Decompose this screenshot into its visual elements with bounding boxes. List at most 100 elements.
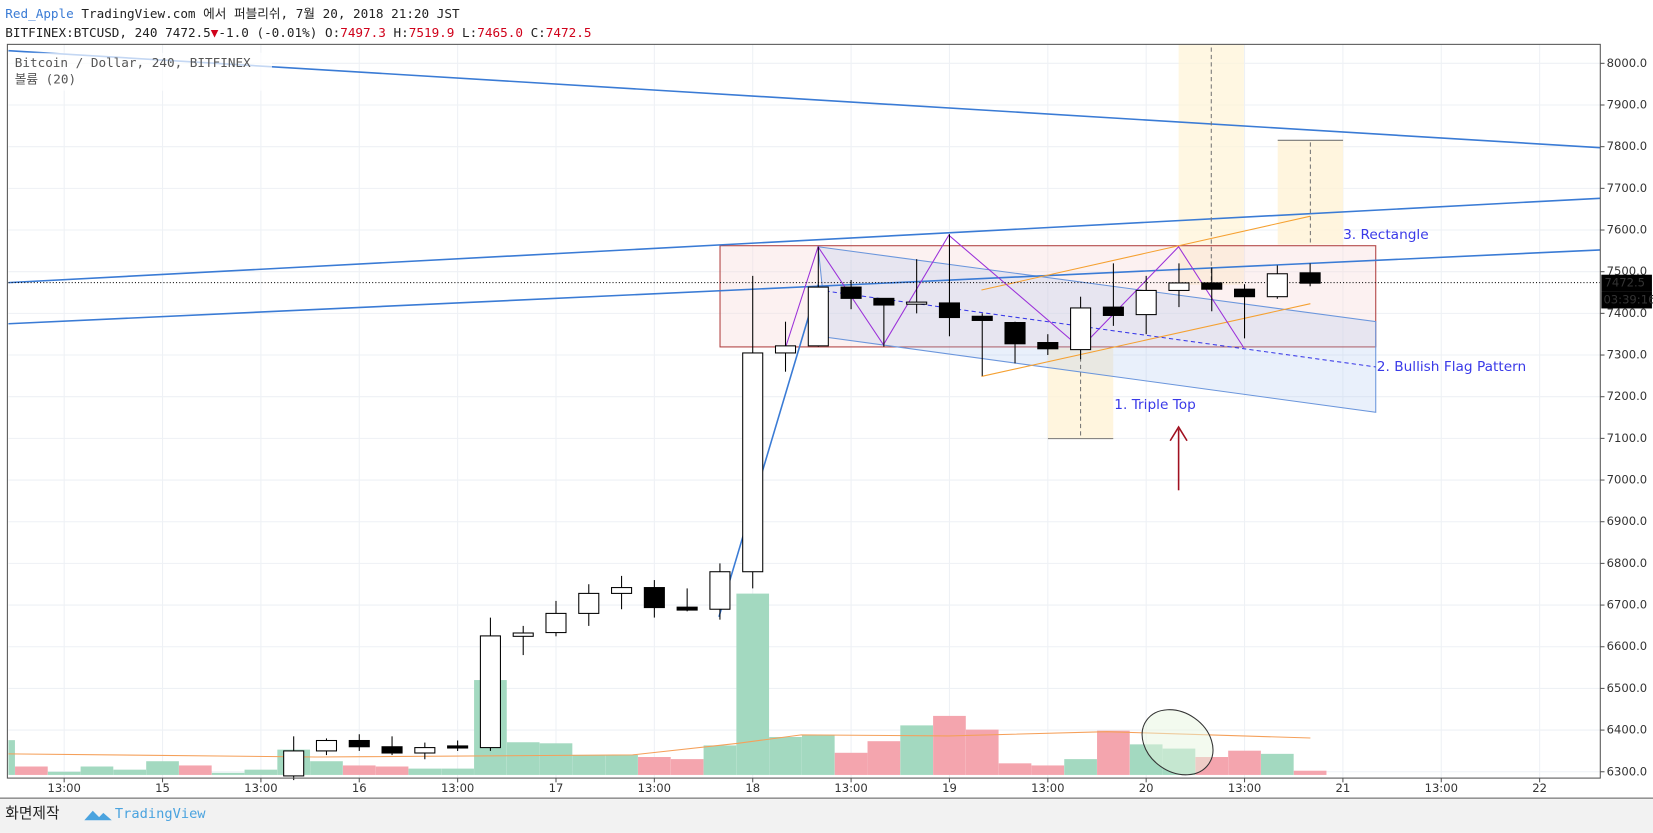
y-tick-label: 7600.0 [1607,223,1648,237]
volume-bar [1293,770,1327,775]
volume-bar [146,761,179,775]
x-tick-label: 13:00 [1228,781,1261,795]
candle-body [1102,306,1124,316]
footer-made: 화면제작 [5,805,60,822]
volume-bar [900,725,934,775]
price-tag [1601,274,1652,292]
l-label: L: [462,24,477,39]
user: Red_Apple [5,5,74,20]
countdown-bg [1601,291,1652,309]
annotation: 1. Triple Top [1114,397,1196,413]
symbol: BITFINEX:BTCUSD, 240 [5,24,157,39]
candle-body [840,286,862,299]
candle-body [1201,282,1223,290]
volume-bar [375,766,409,775]
change: -1.0 (-0.01%) [218,24,317,39]
volume-bar [867,741,901,775]
flag-line [981,215,1311,291]
volume-bar [638,757,671,775]
volume-bar [1228,750,1261,775]
x-tick-label: 22 [1532,781,1547,795]
c-label: C: [531,24,546,39]
candle-body [414,747,436,754]
volume-bar [47,771,81,775]
volume-bar [244,769,278,775]
l: 7465.0 [477,24,523,39]
candle-body [676,606,698,611]
candle-body [1299,272,1321,284]
y-tick-label: 7900.0 [1607,97,1648,111]
y-tick-label: 6300.0 [1607,764,1648,778]
x-tick-label: 13:00 [1031,781,1064,795]
x-tick-label: 20 [1139,781,1154,795]
candle-body [283,750,305,777]
h: 7519.9 [409,24,455,39]
highlight [1141,709,1214,776]
volume-bar [670,759,704,775]
volume-bar [342,765,376,775]
volume-bar [1064,759,1097,775]
y-tick-label: 6400.0 [1607,723,1648,737]
x-tick-label: 13:00 [47,781,80,795]
trend-line [718,284,819,618]
volume-bar [178,765,212,775]
drawings [8,44,1601,776]
annotation: 3. Rectangle [1343,227,1429,243]
y-tick-label: 6800.0 [1607,556,1648,570]
target-zone [1178,44,1244,285]
flag-line [981,303,1311,377]
candle-body [479,635,501,749]
volume-bar [933,715,966,775]
candle-body [1070,307,1092,351]
y-tick-label: 7300.0 [1607,348,1648,362]
volume-bar [539,743,573,775]
candle-body [906,301,928,305]
volume-bar [211,772,245,775]
legend: Bitcoin / Dollar, 240, BITFINEX [15,55,251,70]
volume-bar [1260,753,1294,775]
y-tick-label: 7800.0 [1607,139,1648,153]
target-zone [1047,347,1114,439]
candle-body [774,345,797,354]
x-tick-label: 13:00 [441,781,474,795]
volume-bar [834,752,868,775]
grid [8,44,1601,779]
volume-ma [8,731,1311,758]
x-tick-label: 18 [745,781,760,795]
candle-body [545,612,567,634]
volume-bar [605,754,638,775]
y-tick-label: 7700.0 [1607,181,1648,195]
candle-body [971,315,993,321]
candle-body [578,592,600,614]
header-line-2: BITFINEX:BTCUSD, 240 7472.5▼-1.0 (-0.01%… [5,24,591,39]
volume-bar [1097,730,1130,775]
target-zone [1277,140,1344,245]
published: TradingView.com 에서 퍼블리쉬, 7월 20, 2018 21:… [81,5,460,20]
candle-body [512,632,534,637]
y-tick-label: 7500.0 [1607,264,1648,278]
volume-bar [113,769,147,775]
y-tick-label: 7100.0 [1607,431,1648,445]
volume-bar [8,740,15,775]
header-line-1: Red_Apple TradingView.com 에서 퍼블리쉬, 7월 20… [5,5,460,20]
volume-bar [441,768,474,775]
volume-bar [703,745,737,775]
arrow-head [1169,425,1188,442]
candle-body [1233,288,1256,298]
candle-body [1037,342,1059,350]
candle-body [1168,282,1190,291]
candle-body [643,587,665,609]
legend-bg [8,52,272,91]
y-tick-label: 7200.0 [1607,389,1648,403]
candle-body [807,286,829,347]
candle-body [381,746,403,754]
y-tick-label: 6500.0 [1607,681,1648,695]
logo [84,810,112,821]
volume-bar [998,763,1032,775]
volume-bar [408,768,442,775]
y-tick-label: 6700.0 [1607,598,1648,612]
annotation: 2. Bullish Flag Pattern [1377,359,1526,375]
h-label: H: [394,24,409,39]
